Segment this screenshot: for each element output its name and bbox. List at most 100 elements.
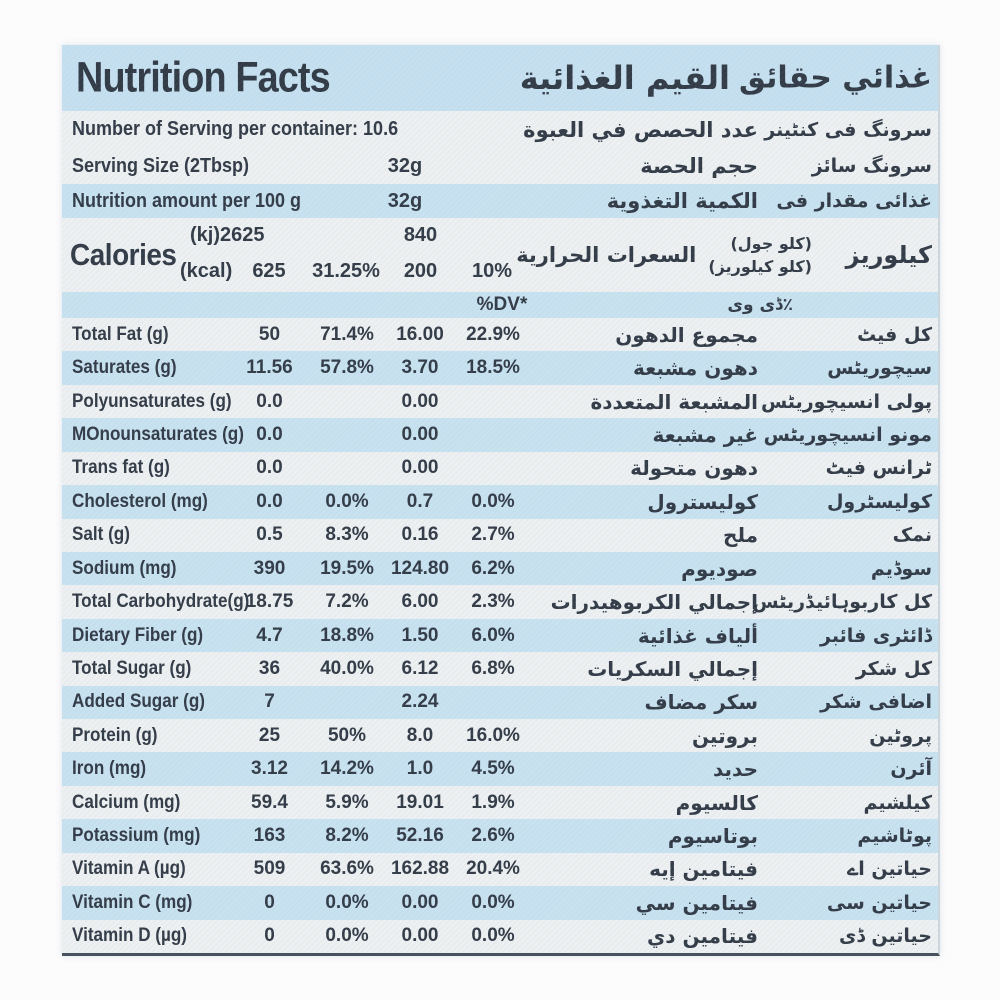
nutrient-name-urdu: حياتين سى (826, 891, 932, 914)
nutrient-value-per-serving: 19.01 (396, 791, 444, 813)
calories-kcal-per100: 625 (252, 260, 286, 282)
serving-info-section: Number of Serving per container: 10.6 عد… (62, 111, 938, 218)
serving-label-english: Nutrition amount per 100 g (72, 189, 302, 212)
nutrient-value-per100g: 11.56 (246, 357, 293, 379)
calories-arabic-kcal: (كلو كيلوريز) (708, 257, 812, 276)
nutrient-dv-per-serving: 4.5% (471, 758, 515, 780)
nutrient-name-urdu: ڈائٹرى فائبر (820, 624, 932, 647)
nutrient-name-urdu: سوڈيم (870, 557, 932, 580)
nutrient-name-urdu: كل فيٹ (857, 323, 932, 346)
nutrient-name-english: Polyunsaturates (g) (72, 390, 232, 412)
nutrient-dv-per100g: 8.2% (325, 825, 369, 847)
nutrient-dv-per100g: 0.0% (325, 891, 369, 913)
serving-label-arabic: عدد الحصص في العبوة (523, 117, 758, 142)
nutrient-value-per-serving: 0.7 (406, 490, 434, 512)
nutrient-dv-per100g: 40.0% (320, 657, 374, 679)
serving-label-urdu: سرونگ فى كنٹينر (764, 118, 932, 141)
nutrient-name-arabic: فيتامين إيه (649, 857, 758, 882)
nutrient-dv-per-serving: 18.5% (466, 357, 520, 379)
nutrient-name-english: Total Sugar (g) (72, 657, 192, 679)
nutrient-value-per100g: 7 (264, 691, 275, 713)
nutrient-name-urdu: كل شكر (855, 657, 932, 680)
nutrient-name-urdu: پولى انسيچوريٹس (760, 390, 932, 413)
nutrient-row: Total Fat (g) 50 71.4% 16.00 22.9% مجموع… (62, 318, 938, 352)
nutrient-value-per100g: 0.0 (256, 457, 283, 479)
nutrient-value-per-serving: 0.16 (401, 524, 439, 546)
nutrient-dv-per-serving: 2.3% (471, 591, 515, 613)
calories-kj-per100: (kj)2625 (190, 224, 265, 246)
calories-block: Calories (kj)2625 840 (kcal) 625 31.25% … (62, 218, 938, 292)
nutrient-name-english: Potassium (mg) (72, 825, 201, 847)
nutrient-row: Cholesterol (mg) 0.0 0.0% 0.7 0.0% كوليس… (62, 485, 938, 519)
nutrient-value-per-serving: 1.50 (401, 624, 439, 646)
nutrient-row: Polyunsaturates (g) 0.0 0.00 المشبعة الم… (62, 384, 938, 419)
nutrient-row: Vitamin A (µg) 509 63.6% 162.88 20.4% في… (62, 852, 938, 887)
nutrient-value-per100g: 50 (258, 323, 281, 345)
nutrient-dv-per100g: 7.2% (325, 591, 369, 613)
nutrient-dv-per100g: 0.0% (325, 490, 369, 512)
nutrient-name-english: Calcium (mg) (72, 791, 181, 813)
nutrient-value-per-serving: 0.00 (401, 925, 439, 947)
serving-value: 32g (387, 154, 423, 177)
nutrient-name-arabic: بوتاسيوم (667, 824, 758, 849)
nutrient-value-per100g: 0.0 (256, 490, 283, 512)
nutrient-value-per-serving: 0.00 (401, 891, 439, 913)
nutrient-value-per-serving: 124.80 (390, 557, 450, 579)
nutrient-name-arabic: فيتامين دي (646, 924, 758, 949)
calories-arabic-group: (كلو جول) (كلو كيلوريز) السعرات الحرارية (516, 218, 812, 292)
nutrient-name-arabic: ملح (723, 523, 758, 548)
nutrient-value-per-serving: 0.00 (401, 457, 439, 479)
nutrient-name-english: Trans fat (g) (72, 457, 170, 479)
nutrient-value-per-serving: 0.00 (401, 423, 439, 445)
nutrient-value-per100g: 3.12 (251, 758, 288, 780)
nutrient-dv-per-serving: 6.2% (471, 557, 515, 579)
serving-label-arabic: الكمية التغذوية (606, 189, 758, 213)
calories-kj-per-serving: 840 (403, 224, 438, 246)
nutrient-dv-per-serving: 16.0% (466, 724, 520, 746)
nutrient-value-per100g: 0.5 (256, 524, 283, 546)
nutrient-name-arabic: صوديوم (681, 556, 758, 581)
nutrient-name-arabic: دهون مشبعة (632, 356, 758, 381)
serving-label-urdu: غذائى مقدار فى (776, 190, 932, 212)
nutrient-value-per-serving: 1.0 (406, 758, 434, 780)
serving-info-row: Serving Size (2Tbsp) 32g حجم الحصة سرونگ… (62, 148, 938, 184)
nutrient-name-arabic: إجمالي السكريات (587, 656, 758, 681)
nutrient-dv-per-serving: 22.9% (466, 323, 520, 345)
nutrient-name-urdu: اضافى شكر (820, 691, 932, 714)
nutrient-name-arabic: إجمالي الكربوهيدرات (550, 590, 758, 615)
nutrient-row: Trans fat (g) 0.0 0.00 دهون متحولة ٹرانس… (62, 451, 938, 486)
label-header: Nutrition Facts القيم الغذائية غذائي حقا… (62, 45, 938, 111)
nutrient-dv-per-serving: 2.6% (471, 825, 515, 847)
calories-kcal-label: (kcal) (180, 260, 233, 282)
nutrient-name-english: MOnounsaturates (g) (72, 423, 244, 445)
nutrient-row: Protein (g) 25 50% 8.0 16.0% بروتين پروٹ… (62, 719, 938, 753)
nutrient-dv-per100g: 18.8% (320, 624, 374, 646)
nutrient-name-urdu: كوليسٹرول (826, 490, 932, 513)
nutrient-name-english: Protein (g) (72, 724, 158, 746)
nutrient-dv-per100g: 8.3% (325, 524, 369, 546)
nutrient-value-per-serving: 8.0 (406, 724, 434, 746)
nutrient-value-per100g: 0 (264, 925, 275, 947)
nutrient-row: Dietary Fiber (g) 4.7 18.8% 1.50 6.0% أل… (62, 618, 938, 653)
nutrient-name-urdu: مونو انسيچوريٹس (763, 423, 932, 446)
nutrient-row: Iron (mg) 3.12 14.2% 1.0 4.5% حديد آئرن (62, 752, 938, 786)
title-english: Nutrition Facts (76, 53, 331, 102)
title-arabic: القيم الغذائية (519, 59, 730, 97)
nutrient-name-english: Cholesterol (mg) (72, 490, 208, 512)
calories-kcal-dv-per100: 31.25% (312, 260, 380, 282)
nutrient-row: Vitamin D (µg) 0 0.0% 0.00 0.0% فيتامين … (62, 919, 938, 953)
nutrient-row: Sodium (mg) 390 19.5% 124.80 6.2% صوديوم… (62, 551, 938, 586)
nutrient-name-arabic: فيتامين سي (635, 890, 758, 915)
nutrients-table: Total Fat (g) 50 71.4% 16.00 22.9% مجموع… (62, 318, 938, 953)
nutrient-name-arabic: كوليسترول (647, 489, 758, 514)
nutrient-name-arabic: بروتين (691, 723, 758, 748)
nutrient-value-per-serving: 0.00 (401, 390, 439, 412)
nutrient-dv-per-serving: 2.7% (471, 524, 515, 546)
nutrient-value-per-serving: 3.70 (401, 357, 439, 379)
serving-info-row: Number of Serving per container: 10.6 عد… (62, 111, 938, 148)
nutrient-row: Salt (g) 0.5 8.3% 0.16 2.7% ملح نمک (62, 518, 938, 552)
calories-arabic-name: السعرات الحرارية (516, 243, 697, 267)
nutrient-dv-per100g: 57.8% (320, 357, 374, 379)
nutrient-row: Potassium (mg) 163 8.2% 52.16 2.6% بوتاس… (62, 819, 938, 853)
serving-label-english: Serving Size (2Tbsp) (72, 154, 250, 177)
